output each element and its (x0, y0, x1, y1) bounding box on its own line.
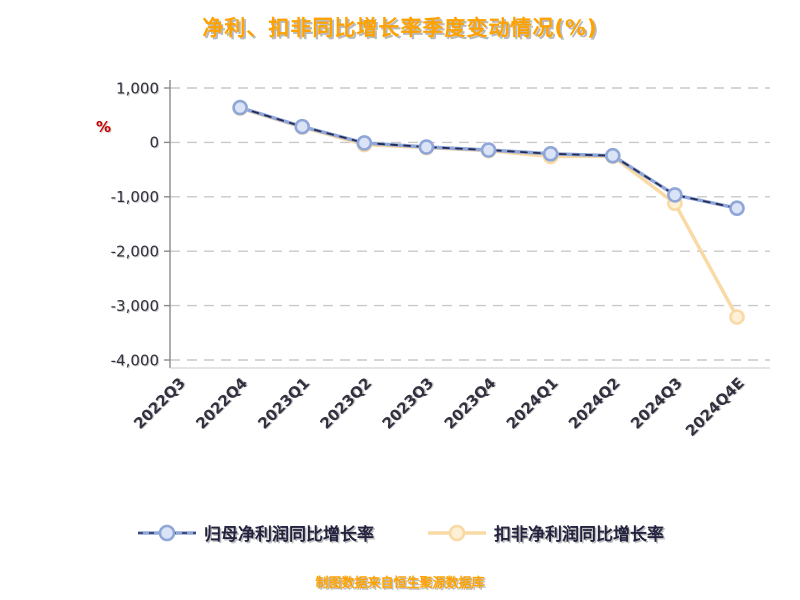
y-axis-label: % (96, 118, 112, 136)
y-tick-label: 0 (149, 134, 159, 152)
legend-marker-icon (428, 524, 486, 541)
x-tick-label: 2022Q3 (130, 374, 189, 433)
legend: 归母净利润同比增长率 扣非净利润同比增长率 (0, 520, 800, 545)
legend-label: 扣非净利润同比增长率 (494, 525, 664, 545)
x-tick-label: 2022Q4 (192, 374, 251, 433)
y-tick-label: -1,000 (111, 188, 159, 206)
data-point-marker (667, 187, 683, 203)
data-point-marker (356, 135, 373, 151)
data-point-marker (232, 100, 248, 116)
x-tick-label: 2024Q1 (503, 374, 562, 433)
x-tick-label: 2023Q1 (254, 374, 313, 433)
data-point-marker (729, 200, 745, 217)
y-tick-label: -3,000 (111, 297, 159, 315)
data-point-marker (604, 147, 621, 164)
data-source-note: 制图数据来自恒生聚源数据库 (315, 576, 485, 591)
y-tick-label: 1,000 (116, 79, 159, 97)
x-tick-label: 2024Q2 (565, 374, 624, 433)
data-point-marker (480, 142, 497, 159)
x-tick-label: 2023Q4 (441, 374, 500, 433)
data-point-marker (294, 119, 311, 135)
data-point-marker (729, 309, 745, 325)
y-tick-label: -2,000 (111, 242, 159, 260)
data-point-marker (418, 139, 435, 155)
data-point-marker (480, 142, 497, 158)
x-tick-label: 2023Q3 (379, 374, 438, 433)
chart-title: 净利、扣非同比增长率季度变动情况(%) (202, 16, 598, 40)
x-tick-label: 2023Q2 (317, 374, 376, 433)
data-point-marker (667, 195, 683, 212)
data-point-marker (294, 118, 311, 135)
legend-item: 归母净利润同比增长率 (136, 520, 374, 545)
legend-item: 扣非净利润同比增长率 (426, 520, 664, 545)
data-point-marker (542, 146, 559, 162)
data-point-marker (356, 136, 373, 153)
data-point-marker (604, 148, 621, 165)
legend-marker-icon (138, 524, 196, 541)
data-point-marker (418, 139, 435, 156)
legend-label: 归母净利润同比增长率 (204, 525, 374, 545)
data-point-marker (542, 148, 559, 165)
data-point-marker (232, 99, 248, 116)
y-tick-label: -4,000 (111, 351, 159, 369)
x-tick-label: 2024Q4E (682, 374, 748, 440)
x-tick-label: 2024Q3 (627, 374, 686, 433)
